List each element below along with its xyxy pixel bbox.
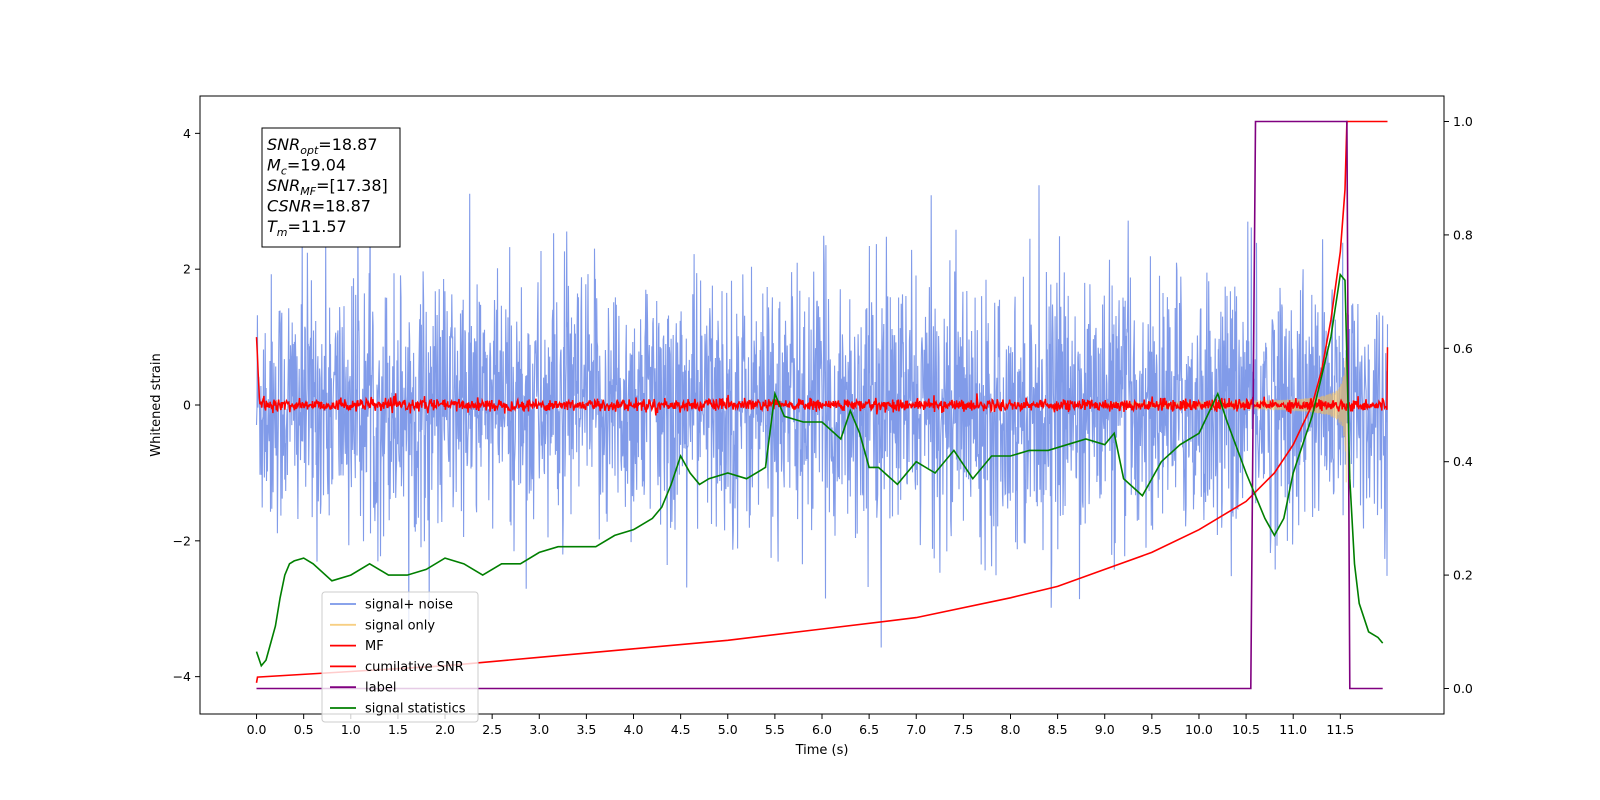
x-tick-label: 1.0 bbox=[341, 722, 361, 737]
info-line: SNRopt=18.87 bbox=[267, 135, 378, 157]
legend-label: signal only bbox=[365, 618, 435, 633]
y-right-tick-label: 1.0 bbox=[1453, 114, 1473, 129]
series-mf-line bbox=[255, 337, 1389, 416]
legend-label: cumilative SNR bbox=[365, 660, 464, 675]
y-right-tick-label: 0.8 bbox=[1453, 227, 1473, 242]
info-line: CSNR=18.87 bbox=[267, 197, 371, 216]
x-tick-label: 3.0 bbox=[529, 722, 549, 737]
series-label-line bbox=[256, 120, 1383, 690]
x-tick-label: 4.0 bbox=[624, 722, 644, 737]
y-left-tick-label: 0 bbox=[183, 398, 191, 413]
y-axis-label-left: Whitened strain bbox=[149, 353, 164, 456]
info-box-frame bbox=[261, 127, 401, 248]
info-line: Tm=11.57 bbox=[267, 217, 347, 239]
x-tick-label: 10.0 bbox=[1185, 722, 1213, 737]
info-box: SNRopt=18.87Mc=19.04SNRMF=[17.38]CSNR=18… bbox=[261, 127, 401, 248]
series-signal-noise-line bbox=[255, 159, 1389, 648]
x-tick-label: 0.0 bbox=[247, 722, 267, 737]
y-left-tick-label: −2 bbox=[173, 533, 191, 548]
legend: signal+ noise signal only MF cumilative SNR… bbox=[321, 591, 479, 723]
x-tick-label: 11.5 bbox=[1326, 722, 1354, 737]
x-tick-label: 5.5 bbox=[765, 722, 785, 737]
x-axis: 0.0 0.5 1.0 1.5 2.0 2.5 3.0 3.5 4.0 4.5 5.0 5.5 6.0 6… bbox=[247, 714, 1354, 737]
legend-label: signal statistics bbox=[365, 702, 466, 717]
x-tick-label: 10.5 bbox=[1232, 722, 1260, 737]
info-line: Mc=19.04 bbox=[267, 156, 346, 178]
x-tick-label: 8.5 bbox=[1048, 722, 1068, 737]
y-left-axis: −4 −2 0 2 4 bbox=[173, 126, 200, 684]
y-left-tick-label: −4 bbox=[173, 669, 191, 684]
x-tick-label: 3.5 bbox=[576, 722, 596, 737]
x-tick-label: 7.0 bbox=[906, 722, 926, 737]
x-tick-label: 0.5 bbox=[294, 722, 314, 737]
series-signal-statistics-line bbox=[255, 272, 1384, 668]
series-layer bbox=[255, 120, 1389, 690]
y-left-tick-label: 4 bbox=[183, 126, 191, 141]
legend-label: signal+ noise bbox=[365, 598, 453, 613]
x-tick-label: 4.5 bbox=[671, 722, 691, 737]
y-right-tick-label: 0.4 bbox=[1453, 454, 1473, 469]
x-tick-label: 11.0 bbox=[1279, 722, 1307, 737]
y-right-tick-label: 0.2 bbox=[1453, 568, 1473, 583]
x-tick-label: 1.5 bbox=[388, 722, 408, 737]
x-tick-label: 2.0 bbox=[435, 722, 455, 737]
x-tick-label: 9.0 bbox=[1095, 722, 1115, 737]
x-tick-label: 2.5 bbox=[482, 722, 502, 737]
legend-label: MF bbox=[365, 639, 384, 654]
y-right-tick-label: 0.6 bbox=[1453, 341, 1473, 356]
legend-label: label bbox=[365, 681, 396, 696]
x-tick-label: 6.0 bbox=[812, 722, 832, 737]
series-cumilative-snr-line bbox=[255, 120, 1388, 683]
x-tick-label: 5.0 bbox=[718, 722, 738, 737]
x-axis-label: Time (s) bbox=[795, 743, 849, 758]
y-right-tick-label: 0.0 bbox=[1453, 681, 1473, 696]
y-left-tick-label: 2 bbox=[183, 262, 191, 277]
x-tick-label: 7.5 bbox=[953, 722, 973, 737]
y-right-axis: 0.0 0.2 0.4 0.6 0.8 1.0 bbox=[1444, 114, 1473, 696]
info-line: SNRMF=[17.38] bbox=[267, 176, 388, 198]
legend-frame bbox=[321, 591, 479, 723]
x-tick-label: 8.0 bbox=[1001, 722, 1021, 737]
x-tick-label: 6.5 bbox=[859, 722, 879, 737]
x-tick-label: 9.5 bbox=[1142, 722, 1162, 737]
